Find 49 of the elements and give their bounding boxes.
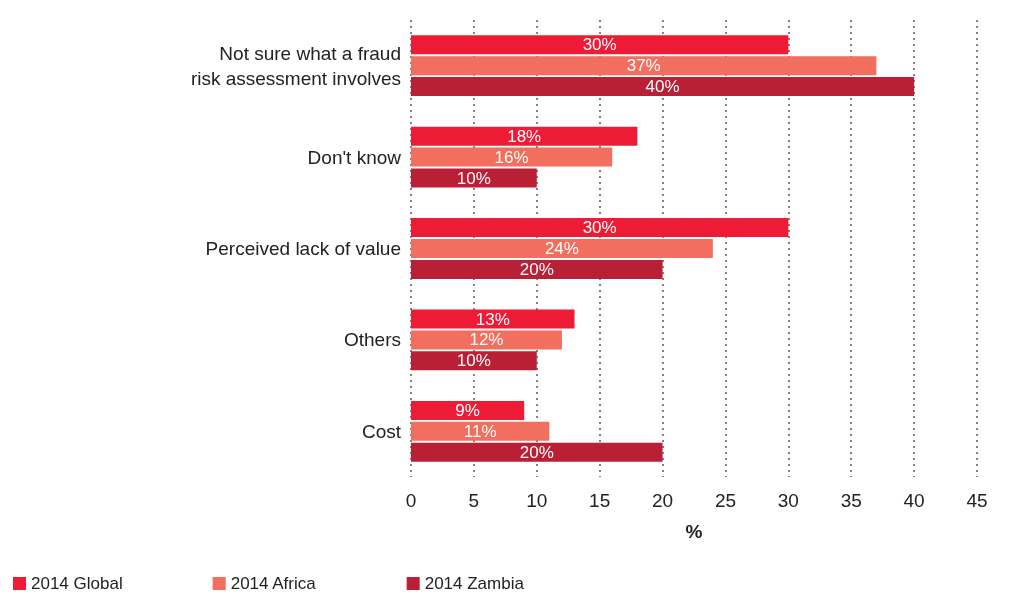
legend-label: 2014 Zambia: [424, 574, 525, 593]
y-tick-label: Not sure what a fraud risk assessment involves: [190, 42, 401, 89]
bar: [411, 442, 663, 462]
legend-label: 2014 Global: [31, 574, 123, 593]
x-axis-title: %: [685, 521, 703, 542]
x-tick-label: 40: [903, 490, 925, 511]
data-label: 9%: [455, 400, 480, 420]
data-label: 24%: [544, 239, 579, 258]
bar: [411, 330, 562, 350]
y-tick-label: Don't know: [307, 146, 402, 168]
data-label: 20%: [519, 442, 554, 462]
x-tick-label: 5: [468, 490, 480, 511]
x-tick-label: 30: [777, 490, 799, 511]
bar: [411, 259, 663, 279]
bar: [411, 147, 613, 167]
x-tick-label: 25: [714, 490, 737, 511]
y-tick-label: Cost: [361, 420, 402, 442]
data-label: 37%: [626, 56, 661, 76]
legend-label: 2014 Africa: [230, 574, 317, 593]
data-label: 16%: [494, 147, 529, 167]
x-tick-label: 15: [589, 490, 611, 511]
data-label: 20%: [519, 259, 554, 279]
bar: [411, 56, 877, 76]
data-label: 11%: [463, 421, 497, 441]
bar: [411, 400, 525, 420]
data-label: 18%: [507, 126, 542, 146]
bar: [411, 421, 550, 441]
data-label: 13%: [475, 309, 510, 329]
y-tick-label: Others: [343, 329, 401, 351]
bar: [411, 218, 789, 238]
bar: [411, 126, 638, 146]
x-tick-label: 35: [840, 490, 862, 511]
data-label: 10%: [456, 351, 491, 371]
bar: [411, 168, 537, 188]
data-label: 12%: [469, 330, 504, 350]
bar: [411, 77, 915, 97]
bar: [411, 239, 713, 258]
bar: [411, 309, 575, 329]
x-tick-label: 45: [966, 490, 988, 511]
x-tick-label: 20: [651, 490, 674, 511]
x-tick-label: 10: [526, 490, 548, 511]
data-label: 30%: [582, 35, 617, 55]
data-label: 30%: [582, 218, 617, 238]
data-label: 40%: [645, 77, 680, 97]
data-label: 10%: [456, 168, 491, 188]
x-tick-label: 0: [405, 490, 417, 511]
bar: [411, 351, 537, 371]
y-tick-label: Perceived lack of value: [205, 238, 401, 259]
bar: [411, 35, 789, 55]
